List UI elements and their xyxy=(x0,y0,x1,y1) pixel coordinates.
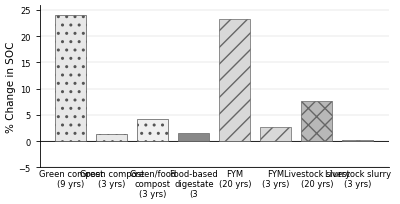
Bar xyxy=(178,133,209,141)
Bar xyxy=(96,134,127,141)
Bar xyxy=(302,101,332,141)
Y-axis label: % Change in SOC: % Change in SOC xyxy=(6,41,16,132)
Bar xyxy=(260,127,291,141)
Bar xyxy=(138,119,168,141)
Bar xyxy=(220,20,250,141)
Bar xyxy=(56,16,86,141)
